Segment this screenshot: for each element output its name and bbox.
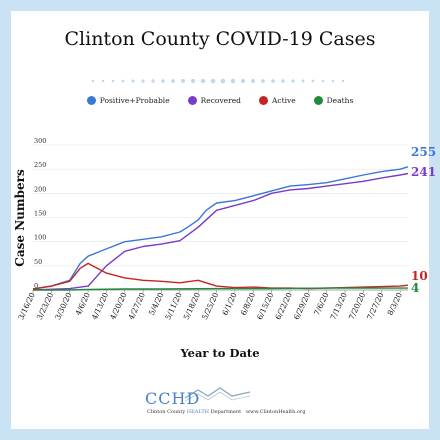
y-tick-label: 0: [34, 282, 38, 290]
logo-wordmark: CCHD: [145, 389, 201, 408]
end-value-label: 10: [411, 269, 428, 283]
y-tick-label: 300: [34, 137, 46, 145]
x-tick-label: 6/15/20: [255, 291, 275, 321]
x-tick-label: 7/20/20: [347, 291, 367, 321]
legend-label: Deaths: [326, 96, 354, 105]
end-value-label: 241: [411, 165, 436, 179]
x-tick-label: 6/8/20: [239, 291, 257, 317]
y-tick-label: 200: [34, 185, 46, 193]
legend: Positive+Probable Recovered Active Death…: [0, 96, 440, 105]
x-tick-label: 7/6/20: [312, 291, 330, 317]
legend-swatch: [258, 96, 268, 105]
logo-subtitle: Clinton County HEALTH Department www.Cli…: [147, 409, 306, 415]
legend-item-recovered: Recovered: [187, 96, 241, 105]
legend-label: Active: [271, 96, 296, 105]
legend-swatch: [313, 96, 323, 105]
x-tick-label: 6/22/20: [273, 291, 293, 321]
y-tick-label: 100: [34, 234, 46, 242]
x-tick-label: 3/30/20: [53, 291, 73, 321]
logo-url: www.ClintonHealth.org: [245, 409, 306, 415]
x-tick-label: 4/13/20: [90, 291, 110, 321]
legend-swatch: [187, 96, 197, 105]
end-value-label: 4: [411, 281, 419, 295]
legend-item-deaths: Deaths: [313, 96, 354, 105]
x-tick-label: 3/23/20: [35, 291, 55, 321]
legend-item-active: Active: [258, 96, 296, 105]
y-tick-label: 50: [34, 258, 42, 266]
x-tick-label: 6/1/20: [220, 291, 238, 317]
legend-swatch: [86, 96, 96, 105]
legend-label: Recovered: [200, 96, 241, 105]
x-tick-label: 4/20/20: [108, 291, 128, 321]
y-tick-label: 150: [34, 210, 46, 218]
legend-item-positive: Positive+Probable: [86, 96, 170, 105]
chart-title: Clinton County COVID-19 Cases: [64, 28, 376, 50]
cchd-logo: [140, 386, 300, 426]
x-axis-label: Year to Date: [179, 346, 259, 360]
x-tick-label: 5/18/20: [182, 291, 202, 321]
x-tick-label: 7/27/20: [365, 291, 385, 321]
x-tick-label: 5/4/20: [147, 291, 165, 317]
end-value-label: 255: [411, 145, 436, 159]
x-tick-label: 7/13/20: [328, 291, 348, 321]
x-tick-label: 5/11/20: [163, 291, 183, 321]
series-line-positive-probable: [32, 166, 409, 290]
logo-sub-prefix: Clinton County: [147, 409, 186, 415]
logo-sub-suffix: Department: [210, 409, 242, 415]
y-tick-label: 250: [34, 161, 46, 169]
legend-label: Positive+Probable: [99, 96, 170, 105]
x-tick-label: 4/27/20: [127, 291, 147, 321]
logo-sub-health: HEALTH: [186, 409, 210, 415]
series-line-deaths: [33, 287, 408, 291]
x-tick-label: 4/6/20: [74, 291, 92, 317]
x-tick-label: 5/25/20: [200, 291, 220, 321]
y-axis-label: Case Numbers: [13, 169, 27, 267]
series-line-recovered: [32, 172, 409, 291]
dot-divider: [0, 71, 440, 89]
x-tick-label: 6/29/20: [292, 291, 312, 321]
x-tick-label: 3/16/20: [16, 291, 36, 321]
x-tick-label: 8/3/20: [386, 291, 404, 317]
